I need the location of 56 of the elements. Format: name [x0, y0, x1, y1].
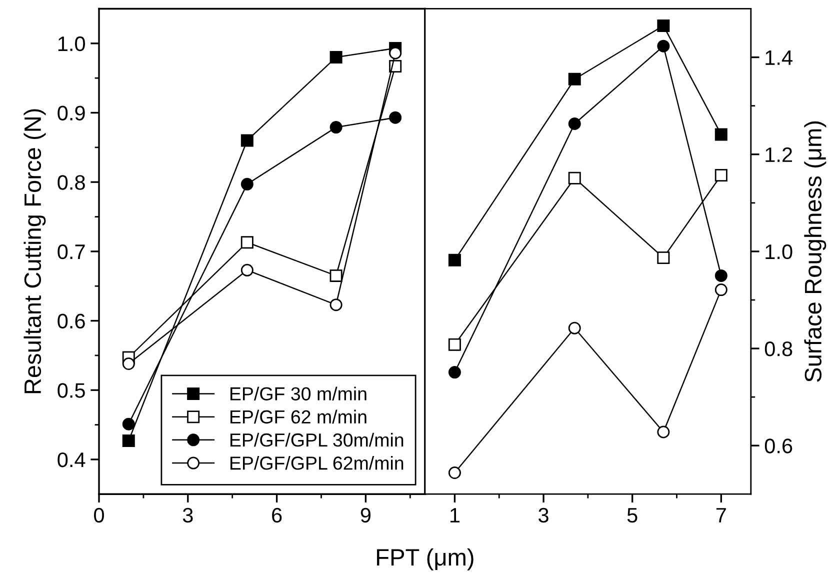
point [240, 264, 254, 276]
point [568, 118, 581, 130]
point [714, 284, 728, 296]
legend-label: EP/GF 62 m/min [230, 410, 366, 424]
y-axis-title: Surface Roughness (μm) [804, 121, 826, 382]
y-tick-label: 0.7 [58, 244, 85, 260]
y-tick-label: 0.6 [764, 438, 792, 454]
point [657, 40, 670, 52]
x-tick-label: 6 [272, 508, 282, 523]
y-axis-title: Resultant Cutting Force (N) [24, 109, 46, 394]
y-tick-label: 0.6 [58, 314, 85, 329]
x-tick-label: 0 [94, 508, 104, 523]
point [448, 366, 461, 379]
point [122, 418, 135, 430]
point [714, 269, 728, 282]
point [448, 338, 461, 351]
point [657, 251, 670, 264]
legend-label: EP/GF 30 m/min [230, 386, 366, 400]
point [714, 128, 728, 141]
point [330, 269, 342, 282]
point [389, 46, 402, 60]
x-tick-label: 1 [450, 508, 460, 522]
y-tick-label: 1.4 [766, 50, 792, 65]
point [568, 72, 581, 86]
point [568, 322, 581, 334]
point [448, 466, 461, 480]
point [714, 168, 728, 182]
y-tick-label: 0.5 [58, 383, 85, 398]
y-tick-label: 1.2 [766, 147, 792, 162]
x-tick-label: 7 [716, 508, 726, 522]
y-tick-label: 0.9 [58, 106, 85, 120]
point [568, 172, 581, 184]
point [657, 426, 670, 438]
point [330, 121, 342, 134]
point [389, 111, 402, 124]
point [240, 178, 254, 190]
x-tick-label: 3 [538, 508, 548, 523]
point [240, 134, 254, 147]
point [448, 254, 461, 266]
legend-label: EP/GF/GPL 30m/min [230, 432, 404, 447]
point [657, 19, 670, 32]
point [240, 236, 254, 249]
x-tick-label: 9 [360, 508, 370, 523]
x-tick-label: 5 [627, 508, 638, 523]
point [330, 51, 342, 64]
y-tick-label: 1.0 [58, 36, 85, 52]
x-tick-label: 3 [182, 508, 193, 523]
legend-label: EP/GF/GPL 62m/min [230, 456, 404, 470]
y-tick-label: 0.4 [58, 452, 86, 468]
point [330, 298, 342, 312]
y-tick-label: 1.0 [766, 244, 792, 260]
y-tick-label: 0.8 [764, 342, 792, 356]
x-axis-title: FPT (μm) [377, 548, 474, 570]
point [122, 358, 135, 370]
y-tick-label: 0.8 [58, 175, 85, 190]
point [122, 434, 135, 447]
